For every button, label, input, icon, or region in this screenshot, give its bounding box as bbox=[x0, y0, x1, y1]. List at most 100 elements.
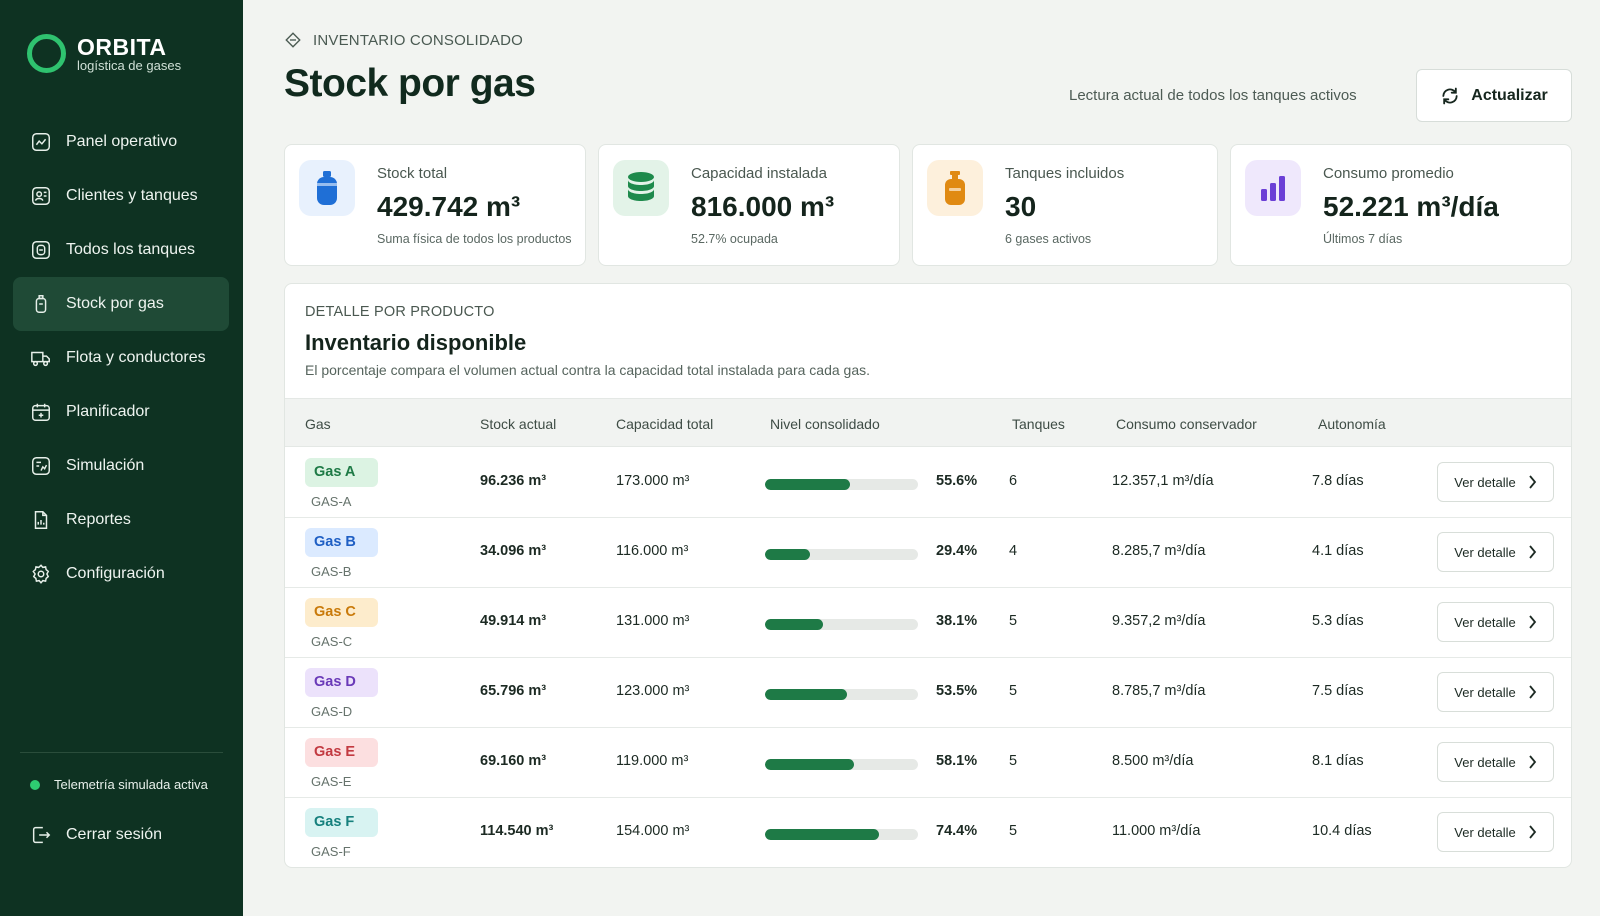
autonomy-value: 10.4 días bbox=[1312, 823, 1372, 839]
database-icon bbox=[613, 160, 669, 216]
level-bar-fill bbox=[765, 479, 851, 490]
level-bar bbox=[765, 759, 918, 770]
table-row: Gas D GAS-D 65.796 m³ 123.000 m³ 53.5% 5 8.785… bbox=[285, 658, 1571, 728]
level-bar-fill bbox=[765, 619, 824, 630]
brand-subtitle: logística de gases bbox=[77, 57, 182, 73]
level-bar bbox=[765, 549, 918, 560]
detail-title: Inventario disponible bbox=[305, 330, 527, 355]
sidebar-item-label: Clientes y tanques bbox=[66, 187, 198, 204]
capacity-value: 123.000 m³ bbox=[616, 683, 690, 699]
refresh-button[interactable]: Actualizar bbox=[1416, 69, 1572, 122]
sidebar-item-flota[interactable]: Flota y conductores bbox=[13, 331, 229, 385]
capacity-value: 154.000 m³ bbox=[616, 823, 690, 839]
capacity-value: 173.000 m³ bbox=[616, 473, 690, 489]
sidebar-item-configuracion[interactable]: Configuración bbox=[13, 547, 229, 601]
tanks-count: 6 bbox=[1009, 473, 1018, 489]
view-detail-button[interactable]: Ver detalle bbox=[1437, 812, 1554, 852]
refresh-icon bbox=[1442, 87, 1458, 104]
kpi-capacidad-instalada: Capacidad instalada 816.000 m³ 52.7% ocu… bbox=[598, 144, 900, 266]
level-percent: 74.4% bbox=[936, 823, 978, 839]
stock-value: 49.914 m³ bbox=[480, 613, 547, 629]
view-detail-label: Ver detalle bbox=[1454, 614, 1516, 630]
brand-name: ORBITA bbox=[77, 33, 167, 60]
view-detail-label: Ver detalle bbox=[1454, 544, 1516, 560]
stock-value: 96.236 m³ bbox=[480, 473, 547, 489]
table-header: Gas Stock actual Capacidad total Nivel c… bbox=[285, 398, 1571, 447]
level-bar bbox=[765, 619, 918, 630]
level-bar bbox=[765, 829, 918, 840]
gas-code: GAS-F bbox=[311, 844, 351, 859]
chevron-right-icon bbox=[1529, 475, 1536, 489]
logout-button[interactable]: Cerrar sesión bbox=[30, 824, 162, 846]
view-detail-button[interactable]: Ver detalle bbox=[1437, 672, 1554, 712]
sidebar-item-label: Stock por gas bbox=[66, 295, 164, 312]
sidebar-item-reportes[interactable]: Reportes bbox=[13, 493, 229, 547]
table-row: Gas E GAS-E 69.160 m³ 119.000 m³ 58.1% 5 8.500… bbox=[285, 728, 1571, 798]
kpi-sub: Últimos 7 días bbox=[1323, 232, 1403, 246]
kpi-label: Stock total bbox=[377, 165, 448, 182]
gas-code: GAS-C bbox=[311, 634, 353, 649]
level-percent: 29.4% bbox=[936, 543, 978, 559]
sidebar-divider bbox=[20, 752, 223, 753]
consumption-value: 11.000 m³/día bbox=[1112, 823, 1201, 839]
kpi-stock-total: Stock total 429.742 m³ Suma física de to… bbox=[284, 144, 586, 266]
eyebrow-label: INVENTARIO CONSOLIDADO bbox=[313, 31, 523, 49]
kpi-value: 52.221 m³/día bbox=[1323, 191, 1499, 222]
sidebar-item-todos-tanques[interactable]: Todos los tanques bbox=[13, 223, 229, 277]
column-header-level: Nivel consolidado bbox=[770, 416, 880, 432]
level-bar-fill bbox=[765, 759, 854, 770]
kpi-label: Capacidad instalada bbox=[691, 165, 827, 182]
tanks-icon bbox=[30, 239, 52, 261]
consumption-value: 8.500 m³/día bbox=[1112, 753, 1194, 769]
simulation-icon bbox=[30, 455, 52, 477]
sidebar-item-label: Reportes bbox=[66, 511, 131, 528]
view-detail-button[interactable]: Ver detalle bbox=[1437, 602, 1554, 642]
column-header-gas: Gas bbox=[305, 416, 331, 432]
kpi-value: 816.000 m³ bbox=[691, 191, 835, 222]
gas-bottle-icon bbox=[927, 160, 983, 216]
level-percent: 53.5% bbox=[936, 683, 978, 699]
gas-code: GAS-E bbox=[311, 774, 352, 789]
calendar-icon bbox=[30, 401, 52, 423]
view-detail-button[interactable]: Ver detalle bbox=[1437, 462, 1554, 502]
truck-icon bbox=[30, 347, 52, 369]
main-content: INVENTARIO CONSOLIDADO Stock por gas Lec… bbox=[243, 0, 1600, 916]
inventory-detail-panel: DETALLE POR PRODUCTO Inventario disponib… bbox=[284, 283, 1572, 868]
sidebar-item-label: Planificador bbox=[66, 403, 150, 420]
stock-value: 34.096 m³ bbox=[480, 543, 547, 559]
reading-note: Lectura actual de todos los tanques acti… bbox=[1069, 87, 1357, 104]
sidebar-item-label: Todos los tanques bbox=[66, 241, 195, 258]
level-percent: 58.1% bbox=[936, 753, 978, 769]
capacity-value: 131.000 m³ bbox=[616, 613, 690, 629]
detail-description: El porcentaje compara el volumen actual … bbox=[305, 362, 871, 378]
gas-badge: Gas E bbox=[305, 738, 378, 767]
gas-code: GAS-A bbox=[311, 494, 352, 509]
consumption-value: 8.785,7 m³/día bbox=[1112, 683, 1206, 699]
sidebar-item-planificador[interactable]: Planificador bbox=[13, 385, 229, 439]
table-row: Gas C GAS-C 49.914 m³ 131.000 m³ 38.1% 5 9.357… bbox=[285, 588, 1571, 658]
sidebar-item-panel-operativo[interactable]: Panel operativo bbox=[13, 115, 229, 169]
view-detail-button[interactable]: Ver detalle bbox=[1437, 532, 1554, 572]
clients-icon bbox=[30, 185, 52, 207]
kpi-sub: Suma física de todos los productos bbox=[377, 232, 572, 246]
level-bar-fill bbox=[765, 829, 879, 840]
consumption-value: 9.357,2 m³/día bbox=[1112, 613, 1206, 629]
dashboard-icon bbox=[30, 131, 52, 153]
gas-badge: Gas D bbox=[305, 668, 378, 697]
sidebar-item-clientes-tanques[interactable]: Clientes y tanques bbox=[13, 169, 229, 223]
level-percent: 55.6% bbox=[936, 473, 978, 489]
level-bar-fill bbox=[765, 549, 810, 560]
view-detail-button[interactable]: Ver detalle bbox=[1437, 742, 1554, 782]
sidebar-item-simulacion[interactable]: Simulación bbox=[13, 439, 229, 493]
autonomy-value: 5.3 días bbox=[1312, 613, 1364, 629]
sidebar: ORBITA logística de gases Panel operativ… bbox=[0, 0, 243, 916]
sidebar-item-stock-por-gas[interactable]: Stock por gas bbox=[13, 277, 229, 331]
stock-value: 114.540 m³ bbox=[480, 823, 554, 839]
sidebar-nav: Panel operativo Clientes y tanques Todos… bbox=[13, 115, 229, 601]
column-header-stock: Stock actual bbox=[480, 416, 557, 432]
brand-logo[interactable]: ORBITA logística de gases bbox=[27, 34, 181, 73]
chevron-right-icon bbox=[1529, 615, 1536, 629]
view-detail-label: Ver detalle bbox=[1454, 474, 1516, 490]
kpi-value: 30 bbox=[1005, 191, 1037, 222]
capacity-value: 116.000 m³ bbox=[616, 543, 689, 559]
